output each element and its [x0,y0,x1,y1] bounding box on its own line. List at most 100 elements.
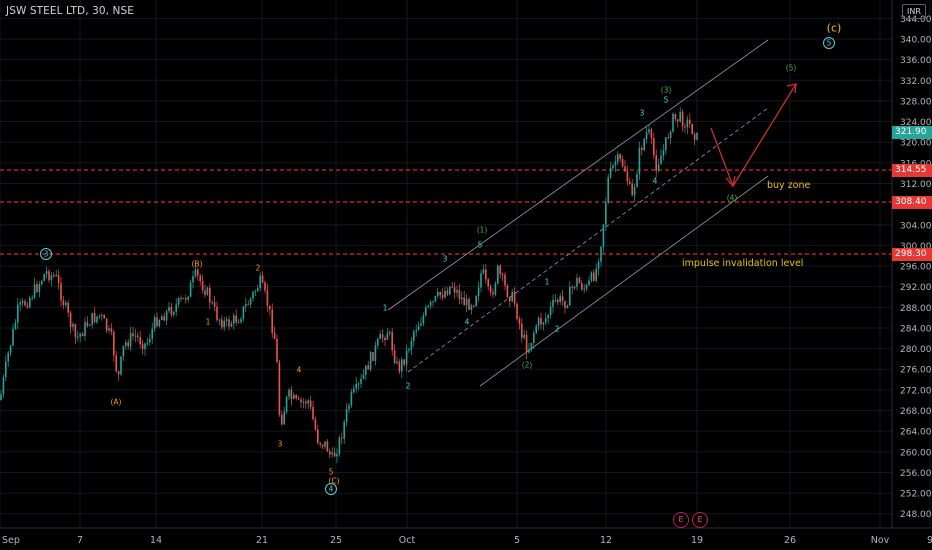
price-tick-label: 296.00 [900,263,932,273]
candle-body [660,155,662,165]
wave-labels: 3(A)(B)12345(C)412345(1)12(2)345(3)(4)(5… [40,22,842,495]
candle-body [264,282,266,291]
candle-body [77,336,79,338]
candle-body [408,349,410,351]
candle-body [33,284,36,298]
candle-body [653,138,655,156]
candle-body [213,302,216,307]
candle-body [221,319,223,328]
candle-body [223,320,225,328]
price-tick-label: 304.00 [900,221,932,231]
projection-arrows [710,83,797,188]
candle-body [540,318,542,325]
wave-label: 4 [329,485,334,494]
chart-title: JSW STEEL LTD, 30, NSE [6,5,134,17]
candle-body [271,309,273,333]
candle-body [72,324,74,328]
candle-body [581,283,583,290]
candle-body [189,282,192,297]
candle-body [549,306,552,315]
price-tick-label: 320.00 [900,139,932,149]
candle-body [429,301,432,306]
horizontal-levels [0,169,892,255]
wave-label: (3) [661,86,672,95]
candle-body [305,401,307,404]
candle-body [81,333,84,337]
candle-body [669,131,672,139]
candle-body [437,291,439,297]
event-marker-1[interactable]: E [673,512,689,528]
candle-body [247,304,249,306]
candle-body [197,269,199,276]
candle-body [465,298,468,306]
candle-body [252,291,254,299]
candle-body [624,166,626,172]
candle-body [525,334,528,353]
buy-zone-annotation: buy zone [767,180,811,191]
wave-label: (2) [522,361,533,370]
candle-body [101,314,103,316]
candle-body [360,378,362,384]
candle-body [89,324,91,326]
wave-label: 2 [555,325,560,334]
price-tick-label: 280.00 [900,345,932,355]
candle-body [29,297,31,308]
price-grid [0,0,931,528]
candle-body [633,187,636,196]
candle-body [612,165,614,168]
channel-middle-line [407,107,769,373]
candle-body [595,268,597,281]
wave-label: (c) [827,22,842,35]
candle-body [597,261,600,269]
wave-label: 3 [44,250,49,259]
price-tick-label: 344.00 [900,15,932,25]
candle-body [293,395,295,399]
candle-body [545,318,547,323]
candle-body [446,290,449,295]
candle-body [434,296,437,302]
candle-body [249,298,252,305]
candle-body [379,334,381,340]
wave-label: 1 [545,278,550,287]
projection-path [710,83,797,188]
candle-body [353,388,355,393]
candle-body [103,314,105,319]
currency-button[interactable]: INR [902,4,926,19]
event-marker-2[interactable]: E [692,512,708,528]
candle-body [561,296,564,301]
candle-body [422,315,425,324]
candle-body [324,441,326,447]
time-axis[interactable]: Sep 7 14 21 25 Oct 5 12 19 26 Nov 9 [0,527,932,546]
candle-body [276,338,278,363]
candle-body [626,171,629,182]
candle-body [410,340,413,350]
wave-label: 4 [465,318,470,327]
candle-body [53,275,55,277]
candle-body [475,295,477,306]
candle-body [297,398,300,400]
wave-label: 2 [406,382,411,391]
candle-body [643,138,645,151]
price-axis[interactable]: 344.00 340.00 336.00 332.00 328.00 324.00 320.… [891,0,932,528]
time-tick-label: 12 [600,535,612,546]
candle-body [537,318,540,326]
candle-body [617,154,619,162]
candle-body [125,342,127,346]
candle-body [398,361,401,372]
candle-body [209,287,211,303]
candle-body [206,287,209,295]
wave-circle [823,37,835,49]
candle-body [5,361,7,378]
candle-body [480,273,482,288]
candlesticks [0,107,698,463]
candle-body [12,328,14,346]
level-badge-308: 308.40 [892,196,932,209]
candle-body [367,365,369,370]
wave-label: 3 [640,109,645,118]
candle-body [657,164,660,171]
candle-body [177,298,180,305]
candle-body [225,319,228,321]
candle-body [91,313,93,325]
candle-body [393,350,396,363]
